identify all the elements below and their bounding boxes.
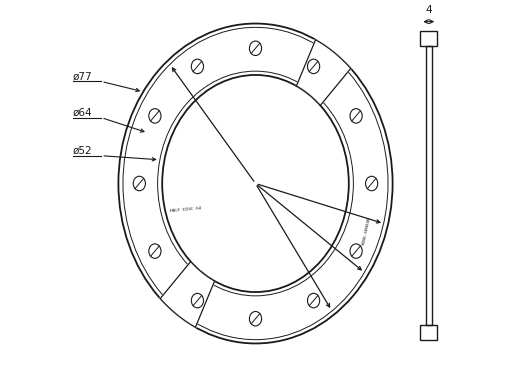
Polygon shape (296, 40, 351, 105)
Polygon shape (160, 262, 215, 327)
Text: RING-SENSOR: RING-SENSOR (362, 216, 372, 245)
Text: ø77: ø77 (73, 72, 92, 82)
Text: ø52: ø52 (73, 146, 92, 156)
Bar (426, 46, 432, 325)
Text: 4: 4 (426, 5, 432, 15)
Bar (421, 325, 437, 339)
Bar (421, 31, 437, 46)
Text: HALF DISC 64: HALF DISC 64 (170, 206, 202, 213)
Text: ø64: ø64 (73, 108, 92, 118)
